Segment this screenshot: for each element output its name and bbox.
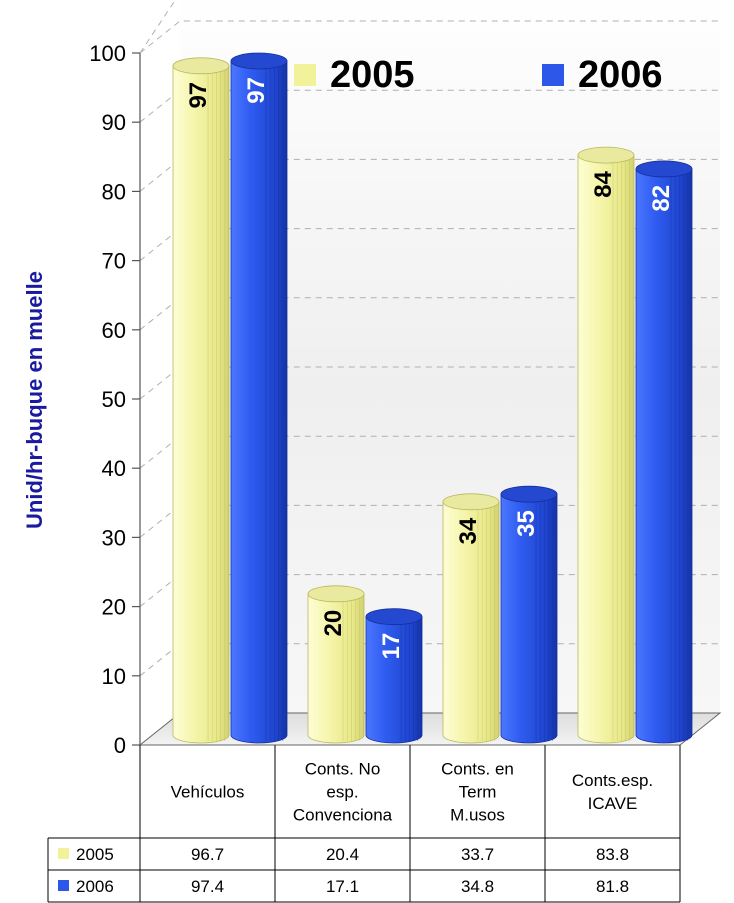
y-axis: 0 10 20 30 40 50 60 70 80 90 100: [89, 41, 141, 758]
x-category-label: Vehículos: [171, 783, 245, 802]
x-category-label: Conts. No: [305, 760, 381, 779]
x-category-label: Term: [459, 783, 497, 802]
y-tick-label: 60: [102, 318, 126, 343]
table-series-label: 2006: [76, 877, 114, 896]
bar-label-2006-0: 97: [243, 77, 270, 104]
table-cell: 96.7: [191, 845, 224, 864]
y-tick-label: 70: [102, 249, 126, 274]
table-cell: 34.8: [461, 877, 494, 896]
bar-label-2006-3: 82: [648, 185, 675, 212]
legend: 2005 2006: [294, 54, 663, 96]
bar-2006-0: 97: [230, 52, 288, 744]
table-cell: 81.8: [596, 877, 629, 896]
y-tick-label: 80: [102, 179, 126, 204]
bar-2005-0: 97: [172, 57, 230, 744]
bar-2006-3: 82: [635, 160, 693, 744]
y-axis-label: Unid/hr-buque en muelle: [22, 271, 47, 529]
bar-label-2005-0: 97: [185, 82, 212, 109]
y-tick-label: 90: [102, 110, 126, 135]
bar-2006-1: 17: [365, 608, 423, 744]
bar-2006-2: 35: [500, 485, 558, 744]
legend-item-2005: 2005: [294, 54, 415, 96]
table-cell: 83.8: [596, 845, 629, 864]
y-tick-label: 100: [89, 41, 126, 66]
bar-2005-2: 34: [442, 493, 500, 744]
x-category-label: M.usos: [450, 806, 505, 825]
bar-label-2006-2: 35: [513, 510, 540, 537]
table-series-label: 2005: [76, 845, 114, 864]
bar-label-2005-3: 84: [590, 170, 617, 197]
y-tick-label: 40: [102, 456, 126, 481]
y-tick-label: 10: [102, 664, 126, 689]
bar-label-2005-1: 20: [320, 610, 347, 637]
bar-label-2006-1: 17: [378, 633, 405, 660]
table-cell: 33.7: [461, 845, 494, 864]
data-table: Vehículos Conts. No esp. Convenciona Conts. …: [47, 745, 681, 903]
bar-2005-1: 20: [307, 585, 365, 744]
table-cell: 20.4: [326, 845, 359, 864]
bars: 97 97 20 17 34 35 84 82: [172, 52, 693, 744]
x-category-label: ICAVE: [588, 794, 638, 813]
table-cell: 17.1: [326, 877, 359, 896]
y-tick-label: 50: [102, 387, 126, 412]
y-tick-label: 20: [102, 595, 126, 620]
x-category-label: esp.: [326, 783, 358, 802]
y-tick-label: 0: [114, 733, 126, 758]
legend-item-2006: 2006: [542, 54, 663, 96]
table-cell: 97.4: [191, 877, 224, 896]
bar-label-2005-2: 34: [455, 517, 482, 544]
x-category-label: Conts.esp.: [572, 771, 653, 790]
x-category-label: Conts. en: [441, 760, 514, 779]
legend-label: 2006: [578, 54, 663, 96]
x-category-label: Convenciona: [293, 806, 393, 825]
y-tick-label: 30: [102, 525, 126, 550]
bar-2005-3: 84: [577, 146, 635, 744]
legend-label: 2005: [330, 54, 415, 96]
